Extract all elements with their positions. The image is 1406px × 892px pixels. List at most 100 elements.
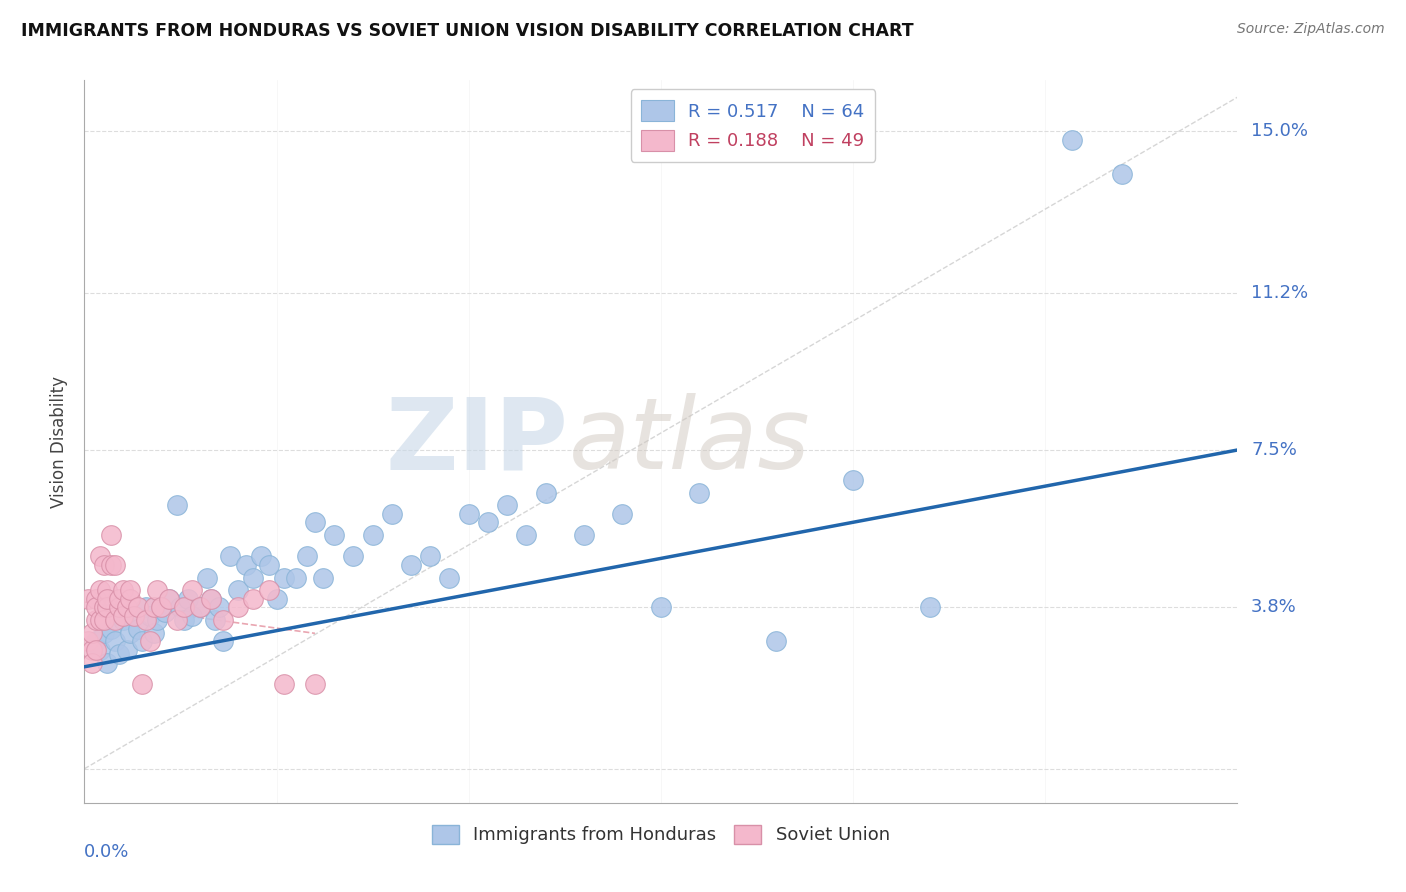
Point — [93, 600, 115, 615]
Text: 7.5%: 7.5% — [1251, 441, 1298, 459]
Point — [399, 558, 422, 572]
Point — [211, 634, 233, 648]
Point — [84, 642, 107, 657]
Point — [226, 600, 249, 615]
Point — [765, 634, 787, 648]
Point — [108, 591, 131, 606]
Point — [1111, 167, 1133, 181]
Point — [104, 558, 127, 572]
Point — [297, 549, 319, 564]
Point — [135, 613, 157, 627]
Point — [96, 600, 118, 615]
Point — [188, 600, 211, 615]
Point — [181, 583, 204, 598]
Point — [96, 583, 118, 598]
Point — [323, 528, 346, 542]
Point — [111, 608, 134, 623]
Point — [496, 498, 519, 512]
Point — [146, 583, 169, 598]
Point — [80, 642, 103, 657]
Point — [266, 591, 288, 606]
Point — [108, 647, 131, 661]
Point — [104, 634, 127, 648]
Point — [104, 613, 127, 627]
Point — [477, 516, 499, 530]
Point — [115, 600, 138, 615]
Point — [381, 507, 404, 521]
Point — [150, 600, 173, 615]
Point — [146, 613, 169, 627]
Point — [89, 642, 111, 657]
Point — [1060, 133, 1083, 147]
Point — [127, 622, 149, 636]
Point — [173, 613, 195, 627]
Point — [89, 583, 111, 598]
Point — [80, 625, 103, 640]
Point — [257, 583, 280, 598]
Point — [204, 613, 226, 627]
Text: 3.8%: 3.8% — [1251, 599, 1296, 616]
Point — [250, 549, 273, 564]
Point — [257, 558, 280, 572]
Point — [84, 634, 107, 648]
Point — [515, 528, 537, 542]
Text: 11.2%: 11.2% — [1251, 284, 1309, 301]
Point — [157, 591, 180, 606]
Point — [131, 634, 153, 648]
Text: 15.0%: 15.0% — [1251, 122, 1308, 140]
Point — [127, 600, 149, 615]
Text: IMMIGRANTS FROM HONDURAS VS SOVIET UNION VISION DISABILITY CORRELATION CHART: IMMIGRANTS FROM HONDURAS VS SOVIET UNION… — [21, 22, 914, 40]
Point — [242, 591, 264, 606]
Point — [200, 591, 222, 606]
Point — [169, 600, 191, 615]
Point — [439, 570, 461, 584]
Point — [124, 608, 146, 623]
Point — [181, 608, 204, 623]
Point — [273, 677, 295, 691]
Point — [304, 677, 326, 691]
Point — [135, 600, 157, 615]
Text: 0.0%: 0.0% — [84, 843, 129, 861]
Point — [96, 656, 118, 670]
Point — [124, 608, 146, 623]
Point — [120, 625, 142, 640]
Point — [195, 570, 218, 584]
Point — [226, 583, 249, 598]
Point — [188, 600, 211, 615]
Point — [108, 600, 131, 615]
Point — [138, 634, 160, 648]
Point — [534, 485, 557, 500]
Point — [157, 591, 180, 606]
Text: ZIP: ZIP — [385, 393, 568, 490]
Point — [93, 613, 115, 627]
Point — [219, 549, 242, 564]
Point — [120, 583, 142, 598]
Point — [84, 613, 107, 627]
Point — [77, 634, 100, 648]
Point — [100, 558, 122, 572]
Point — [304, 516, 326, 530]
Point — [131, 677, 153, 691]
Point — [311, 570, 333, 584]
Point — [166, 498, 188, 512]
Point — [77, 591, 100, 606]
Point — [208, 600, 231, 615]
Point — [918, 600, 941, 615]
Point — [173, 600, 195, 615]
Point — [111, 613, 134, 627]
Point — [166, 613, 188, 627]
Point — [361, 528, 384, 542]
Legend: Immigrants from Honduras, Soviet Union: Immigrants from Honduras, Soviet Union — [425, 818, 897, 852]
Point — [89, 549, 111, 564]
Point — [142, 625, 165, 640]
Point — [96, 591, 118, 606]
Point — [842, 473, 865, 487]
Point — [242, 570, 264, 584]
Point — [235, 558, 257, 572]
Point — [457, 507, 479, 521]
Point — [284, 570, 307, 584]
Point — [650, 600, 672, 615]
Point — [342, 549, 364, 564]
Point — [120, 591, 142, 606]
Point — [419, 549, 441, 564]
